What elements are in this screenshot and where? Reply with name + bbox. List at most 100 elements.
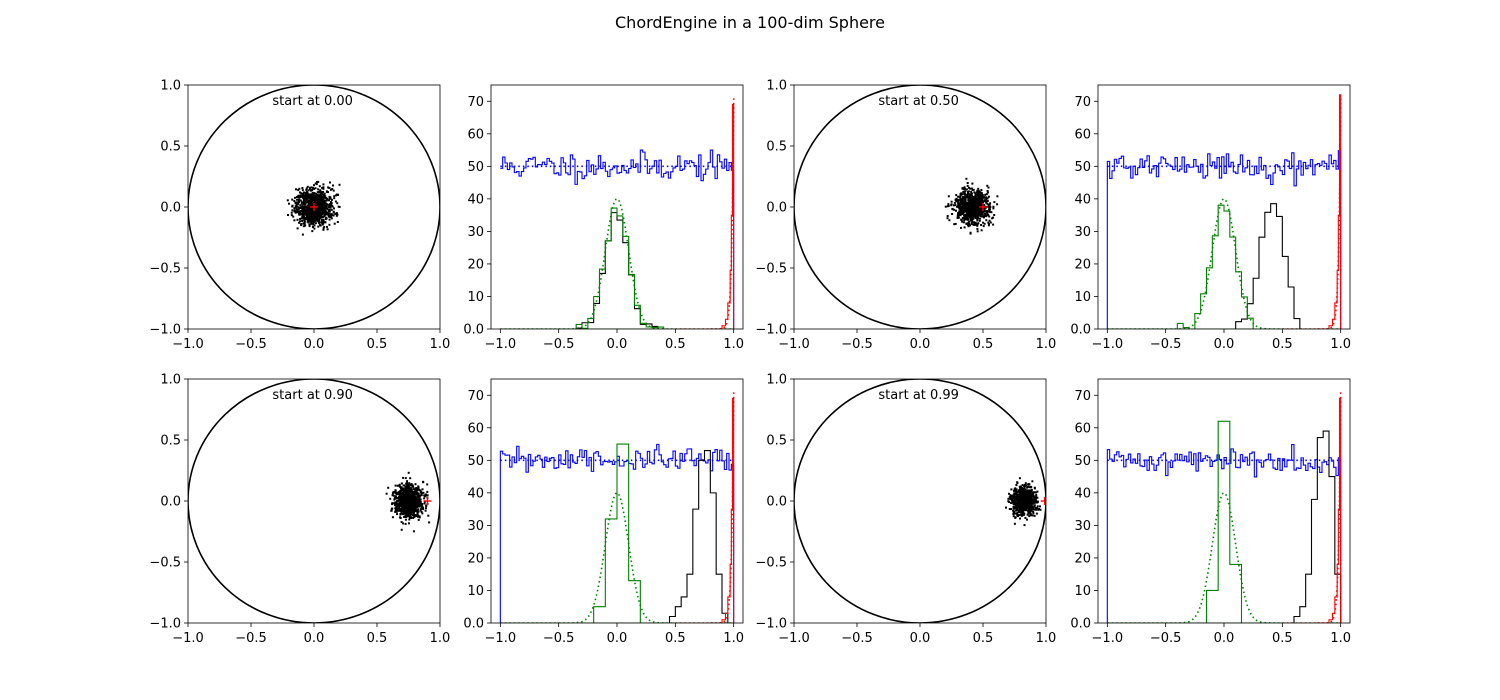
scatter-point <box>961 207 964 210</box>
y-tick-label: −1.0 <box>149 617 181 632</box>
scatter-point <box>1031 514 1034 517</box>
scatter-point <box>965 188 968 191</box>
scatter-point <box>974 223 977 226</box>
scatter-point <box>1026 499 1028 502</box>
x-tick-label: −0.5 <box>841 337 873 352</box>
scatter-point <box>965 203 968 206</box>
scatter-point <box>319 195 322 198</box>
scatter-point <box>974 202 977 205</box>
hist-series <box>1176 204 1271 329</box>
x-tick-label: 1.0 <box>723 631 744 646</box>
scatter-point <box>323 212 326 214</box>
scatter-point <box>966 196 969 199</box>
scatter-point <box>325 213 327 216</box>
scatter-point <box>314 195 317 197</box>
scatter-point <box>309 210 312 213</box>
scatter-point <box>1015 509 1018 512</box>
scatter-point <box>332 214 335 217</box>
scatter-point <box>983 212 986 215</box>
scatter-point <box>404 489 407 492</box>
scatter-point <box>962 217 965 220</box>
scatter-point <box>305 188 308 191</box>
scatter-point <box>1030 488 1033 491</box>
scatter-point <box>1015 492 1018 495</box>
scatter-point <box>314 208 317 211</box>
scatter-point <box>978 207 981 210</box>
scatter-point <box>970 216 973 219</box>
scatter-point <box>1030 508 1033 511</box>
scatter-point <box>1029 493 1032 495</box>
scatter-point <box>391 516 394 519</box>
scatter-point <box>415 492 418 495</box>
scatter-point <box>404 490 406 493</box>
scatter-point <box>312 186 314 189</box>
scatter-point <box>333 207 335 210</box>
scatter-point <box>1026 489 1029 492</box>
scatter-point <box>973 206 976 209</box>
scatter-point <box>320 201 323 204</box>
scatter-point <box>968 214 971 217</box>
scatter-point <box>294 202 297 205</box>
scatter-point <box>399 485 401 488</box>
scatter-point <box>947 203 950 206</box>
scatter-point <box>335 212 338 215</box>
figure-suptitle: ChordEngine in a 100-dim Sphere <box>615 13 885 32</box>
scatter-point <box>1026 504 1029 507</box>
scatter-point <box>295 206 297 209</box>
scatter-point <box>329 181 331 184</box>
scatter-point <box>317 180 320 183</box>
scatter-point <box>320 216 323 219</box>
scatter-point <box>404 494 407 496</box>
scatter-point <box>297 196 300 199</box>
scatter-point <box>322 183 325 186</box>
plot-area <box>499 391 735 623</box>
scatter-point <box>303 213 306 216</box>
scatter-point <box>1026 518 1028 521</box>
scatter-point <box>1039 505 1041 508</box>
scatter-point <box>1008 500 1010 503</box>
scatter-point <box>327 214 330 217</box>
scatter-point <box>317 220 320 223</box>
scatter-point <box>1032 512 1035 515</box>
scatter-point <box>1031 480 1034 483</box>
y-tick-label: 50 <box>1074 160 1091 175</box>
scatter-point <box>317 225 320 228</box>
scatter-point <box>336 202 339 205</box>
x-tick-label: −1.0 <box>172 631 204 646</box>
scatter-point <box>303 215 306 218</box>
scatter-point <box>293 207 296 210</box>
scatter-point <box>412 499 415 502</box>
scatter-point <box>1020 485 1022 488</box>
x-tick-label: −1.0 <box>1092 337 1124 352</box>
scatter-point <box>311 197 314 200</box>
scatter-point <box>957 211 960 214</box>
scatter-point <box>403 507 406 510</box>
scatter-point <box>407 492 410 494</box>
scatter-point <box>966 222 969 225</box>
plot-area <box>500 97 735 329</box>
scatter-point <box>397 491 400 494</box>
scatter-point <box>323 192 326 195</box>
scatter-point <box>406 483 408 486</box>
scatter-point <box>416 515 419 518</box>
y-tick-label: 20 <box>1074 257 1091 272</box>
start-marker <box>979 203 987 211</box>
scatter-point <box>298 194 301 197</box>
y-tick-label: −1.0 <box>755 617 787 632</box>
scatter-point <box>967 203 970 206</box>
scatter-point <box>301 216 304 218</box>
scatter-point <box>323 225 326 228</box>
scatter-point <box>297 194 300 197</box>
scatter-point <box>303 207 306 210</box>
scatter-point <box>387 486 390 489</box>
scatter-point <box>413 492 415 494</box>
scatter-point <box>1017 504 1020 507</box>
scatter-point <box>964 201 967 204</box>
scatter-point <box>292 215 295 218</box>
scatter-point <box>304 224 307 227</box>
scatter-point <box>420 510 423 513</box>
scatter-point <box>317 218 319 221</box>
scatter-point <box>1013 492 1016 495</box>
scatter-point <box>406 508 409 511</box>
scatter-point <box>1025 495 1027 498</box>
